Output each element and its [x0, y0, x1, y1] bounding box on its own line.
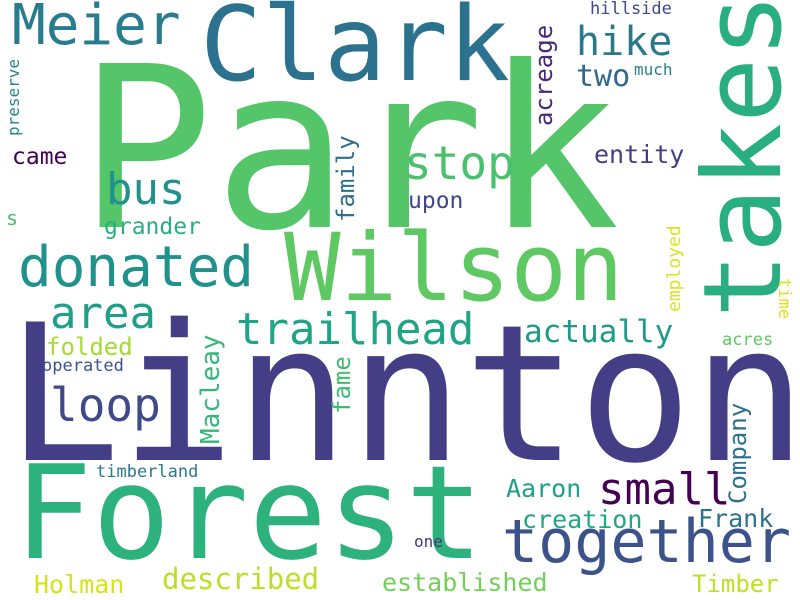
- word-together: together: [502, 507, 791, 577]
- word-grander: grander: [104, 214, 201, 240]
- word-entity: entity: [594, 140, 685, 169]
- word-operated: operated: [42, 356, 124, 376]
- word-acreage: acreage: [530, 24, 558, 126]
- word-acres: acres: [722, 330, 774, 350]
- word-meier: Meier: [12, 0, 181, 58]
- word-linnton: Linnton: [6, 284, 800, 505]
- word-upon: upon: [408, 188, 464, 214]
- word-fame: fame: [328, 356, 356, 414]
- word-employed: employed: [664, 225, 685, 312]
- word-much: much: [634, 60, 673, 79]
- word-clark: Clark: [200, 0, 511, 105]
- word-loop: loop: [50, 378, 161, 432]
- word-actually: actually: [524, 314, 674, 350]
- word-aaron: Aaron: [506, 474, 582, 503]
- word-established: established: [382, 568, 548, 597]
- word-takes: takes: [681, 0, 800, 318]
- word-bus: bus: [106, 164, 186, 215]
- word-hike: hike: [576, 19, 673, 65]
- word-time: time: [774, 278, 794, 319]
- word-holman: Holman: [34, 570, 125, 599]
- word-macleay: Macleay: [196, 334, 226, 444]
- word-area: area: [50, 288, 156, 339]
- word-stop: stop: [404, 136, 515, 190]
- word-frank: Frank: [698, 504, 774, 533]
- word-two: two: [576, 59, 631, 94]
- word-family: family: [332, 135, 360, 222]
- word-timberland: timberland: [96, 462, 199, 482]
- word-creation: creation: [522, 505, 643, 534]
- word-preserve: preserve: [4, 58, 23, 136]
- word-park: Park: [78, 19, 620, 281]
- word-described: described: [162, 562, 320, 596]
- word-forest: Forest: [14, 437, 484, 589]
- word-wilson: Wilson: [284, 214, 624, 323]
- word-hillside: hillside: [590, 0, 672, 19]
- word-folded: folded: [46, 333, 133, 361]
- word-trailhead: trailhead: [236, 304, 475, 355]
- word-company: Company: [724, 402, 752, 504]
- word-donated: donated: [18, 235, 255, 300]
- word-came: came: [12, 144, 68, 170]
- word-timber: Timber: [692, 570, 779, 598]
- word-small: small: [598, 464, 731, 515]
- word-one: one: [414, 532, 443, 551]
- word-s: s: [6, 206, 19, 230]
